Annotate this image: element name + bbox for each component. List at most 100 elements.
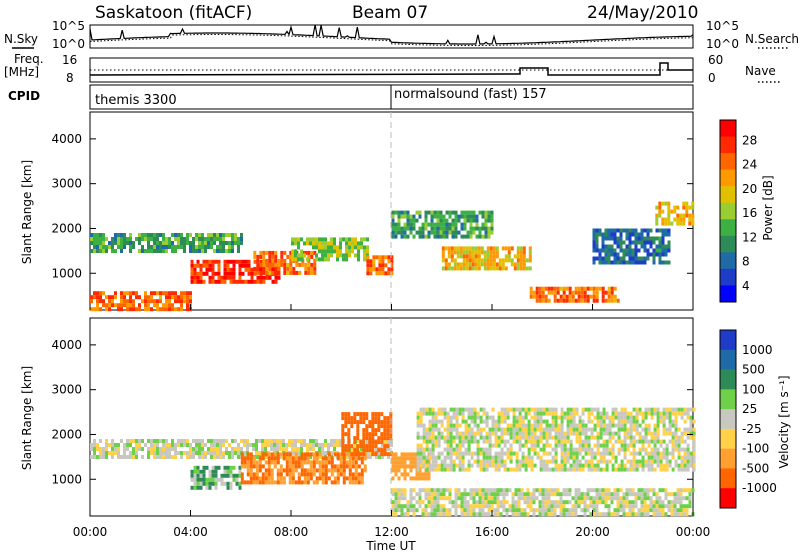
- velocity-cell-6-372: [506, 431, 510, 436]
- velocity-cell-5-514: [664, 488, 668, 493]
- power-cell-8-93: [613, 294, 617, 299]
- velocity-cell-6-697: [584, 431, 588, 436]
- power-cell-8-34: [559, 298, 563, 303]
- velocity-cell-2-148: [309, 452, 313, 457]
- power-cell-7-63: [474, 266, 478, 271]
- velocity-cell-6-567: [554, 427, 558, 432]
- power-cell-9-90: [628, 240, 632, 245]
- power-cell-6-65: [427, 230, 431, 235]
- velocity-cell-5-557: [688, 488, 692, 493]
- power-cell-3-34: [318, 237, 321, 242]
- power-cell-1-40: [214, 259, 218, 264]
- power-cell-3-105: [363, 245, 366, 250]
- velocity-cell-6-1066: [674, 459, 678, 464]
- velocity-cell-2-240: [351, 472, 355, 477]
- power-cell-6-73: [433, 210, 437, 215]
- velocity-cell-6-345: [500, 419, 504, 424]
- power-cell-9-29: [604, 232, 608, 237]
- velocity-cell-1-48: [220, 473, 224, 478]
- power-cell-2-79: [304, 250, 308, 255]
- velocity-cell-6-806: [611, 423, 615, 428]
- velocity-cell-6-121: [443, 463, 447, 468]
- power-cell-0-165: [213, 241, 216, 245]
- velocity-cell-6-104: [440, 419, 444, 424]
- power-cell-1-9: [193, 275, 197, 280]
- velocity-cell-6-617: [566, 415, 570, 420]
- velocity-cell-5-118: [454, 504, 458, 509]
- velocity-cell-3-12: [344, 420, 348, 425]
- power-cell-0-109: [171, 249, 174, 253]
- power-cell-5-0: [366, 255, 370, 260]
- velocity-cell-6-626: [566, 455, 570, 460]
- velocity-cell-0-214: [255, 451, 258, 455]
- velocity-cell-6-474: [530, 455, 534, 460]
- power-cell-1-50: [220, 279, 224, 284]
- velocity-cell-6-909: [635, 459, 639, 464]
- power-cell-6-36: [409, 218, 413, 223]
- velocity-cell-2-260: [360, 476, 364, 481]
- velocity-cell-6-867: [626, 431, 630, 436]
- power-cell-8-50: [574, 290, 578, 295]
- power-cell-9-111: [634, 260, 638, 265]
- power-cell-3-106: [363, 249, 366, 254]
- velocity-cell-5-537: [676, 500, 680, 505]
- power-cell-0-112: [174, 245, 177, 249]
- velocity-cell-0-243: [276, 447, 279, 451]
- velocity-cell-5-382: [595, 488, 599, 493]
- velocity-cell-6-966: [650, 455, 654, 460]
- velocity-cell-6-127: [446, 427, 450, 432]
- velocity-cell-6-816: [614, 411, 618, 416]
- velocity-colorbar-tick-0: 1000: [742, 343, 773, 357]
- velocity-cell-6-178: [458, 411, 462, 416]
- power-cell-6-10: [394, 230, 398, 235]
- velocity-cell-6-180: [458, 431, 462, 436]
- velocity-cell-6-229: [470, 415, 474, 420]
- velocity-cell-6-638: [569, 447, 573, 452]
- velocity-cell-6-291: [485, 451, 489, 456]
- velocity-cell-6-752: [596, 463, 600, 468]
- velocity-cell-5-522: [667, 508, 671, 513]
- velocity-cell-6-144: [449, 439, 453, 444]
- power-cell-10-2: [655, 217, 659, 222]
- power-cell-4-97: [168, 303, 171, 308]
- velocity-cell-0-268: [294, 443, 297, 447]
- power-cell-0-135: [192, 245, 195, 249]
- velocity-cell-6-120: [443, 459, 447, 464]
- velocity-cell-5-474: [643, 492, 647, 497]
- velocity-cell-6-205: [464, 423, 468, 428]
- velocity-cell-6-266: [479, 447, 483, 452]
- velocity-cell-6-861: [623, 463, 627, 468]
- velocity-cell-0-26: [111, 443, 114, 447]
- power-cell-2-90: [310, 254, 314, 259]
- velocity-cell-6-753: [596, 467, 600, 472]
- velocity-cell-2-13: [246, 460, 250, 465]
- velocity-cell-6-1098: [683, 455, 687, 460]
- velocity-cell-6-259: [476, 463, 480, 468]
- power-cell-6-63: [427, 210, 431, 215]
- velocity-cell-2-122: [297, 460, 301, 465]
- velocity-cell-6-157: [452, 435, 456, 440]
- velocity-cell-6-1123: [689, 455, 693, 460]
- velocity-cell-5-308: [553, 488, 557, 493]
- velocity-cell-0-318: [333, 439, 336, 443]
- velocity-cell-6-546: [548, 435, 552, 440]
- velocity-cell-3-19: [347, 420, 351, 425]
- power-cell-8-16: [541, 298, 545, 303]
- velocity-cell-6-138: [449, 415, 453, 420]
- velocity-cell-5-315: [556, 492, 560, 497]
- velocity-cell-5-129: [460, 508, 464, 513]
- power-cell-6-161: [478, 230, 482, 235]
- velocity-cell-2-205: [336, 464, 340, 469]
- power-cell-6-60: [424, 222, 428, 227]
- velocity-cell-3-129: [386, 452, 390, 457]
- velocity-cell-3-105: [380, 412, 384, 417]
- power-cell-3-79: [345, 245, 348, 250]
- power-cell-9-114: [637, 240, 641, 245]
- power-cell-6-119: [454, 222, 458, 227]
- velocity-cell-6-56: [428, 439, 432, 444]
- velocity-cell-2-41: [258, 468, 262, 473]
- power-cell-1-132: [274, 275, 278, 280]
- power-cell-0-160: [210, 237, 213, 241]
- velocity-cell-0-208: [252, 443, 255, 447]
- power-cell-6-137: [466, 210, 470, 215]
